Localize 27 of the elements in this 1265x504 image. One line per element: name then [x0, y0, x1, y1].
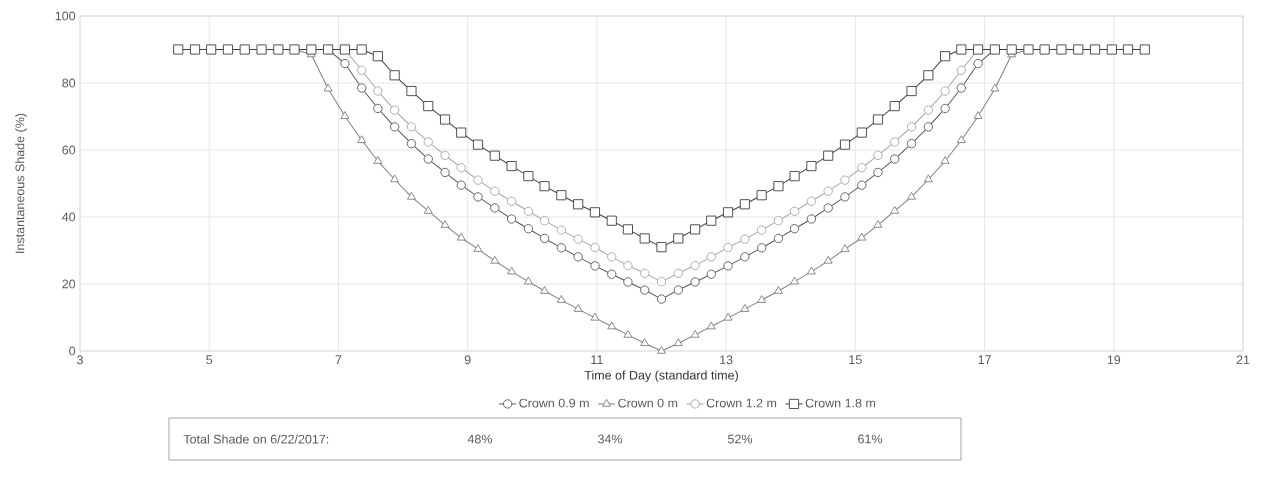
x-tick-label: 11 — [591, 355, 603, 364]
x-tick-label: 21 — [1236, 355, 1250, 365]
legend-label: Crown 1.2 m — [706, 398, 777, 408]
y-tick-label: 40 — [62, 212, 76, 222]
y-axis-title: Instantaneous Shade (%) — [15, 113, 27, 253]
y-tick-label: 60 — [62, 145, 76, 155]
text: 61% — [858, 434, 883, 444]
x-tick-label: 15 — [849, 355, 862, 365]
x-axis-title: Time of Day (standard time) — [584, 370, 738, 383]
text: 34% — [597, 434, 623, 444]
x-tick-label: 7 — [335, 355, 342, 364]
x-tick-label: 13 — [720, 355, 733, 365]
x-tick-label: 17 — [978, 355, 991, 364]
text: 52% — [728, 434, 753, 444]
x-tick-label: 5 — [206, 355, 213, 365]
y-tick-label: 20 — [62, 279, 76, 289]
y-tick-label: 100 — [55, 11, 76, 21]
y-tick-label: 80 — [62, 78, 76, 88]
y-tick-label: 0 — [69, 346, 76, 356]
x-tick-label: 3 — [77, 355, 83, 365]
legend-label: Crown 0.9 m — [519, 398, 589, 408]
x-tick-label: 19 — [1107, 355, 1121, 365]
text: 48% — [467, 434, 493, 444]
legend-label: Crown 1.8 m — [805, 398, 876, 408]
text: Total Shade on 6/22/2017: — [183, 434, 329, 444]
x-tick-label: 9 — [464, 355, 471, 365]
legend-label: Crown 0 m — [618, 398, 678, 408]
